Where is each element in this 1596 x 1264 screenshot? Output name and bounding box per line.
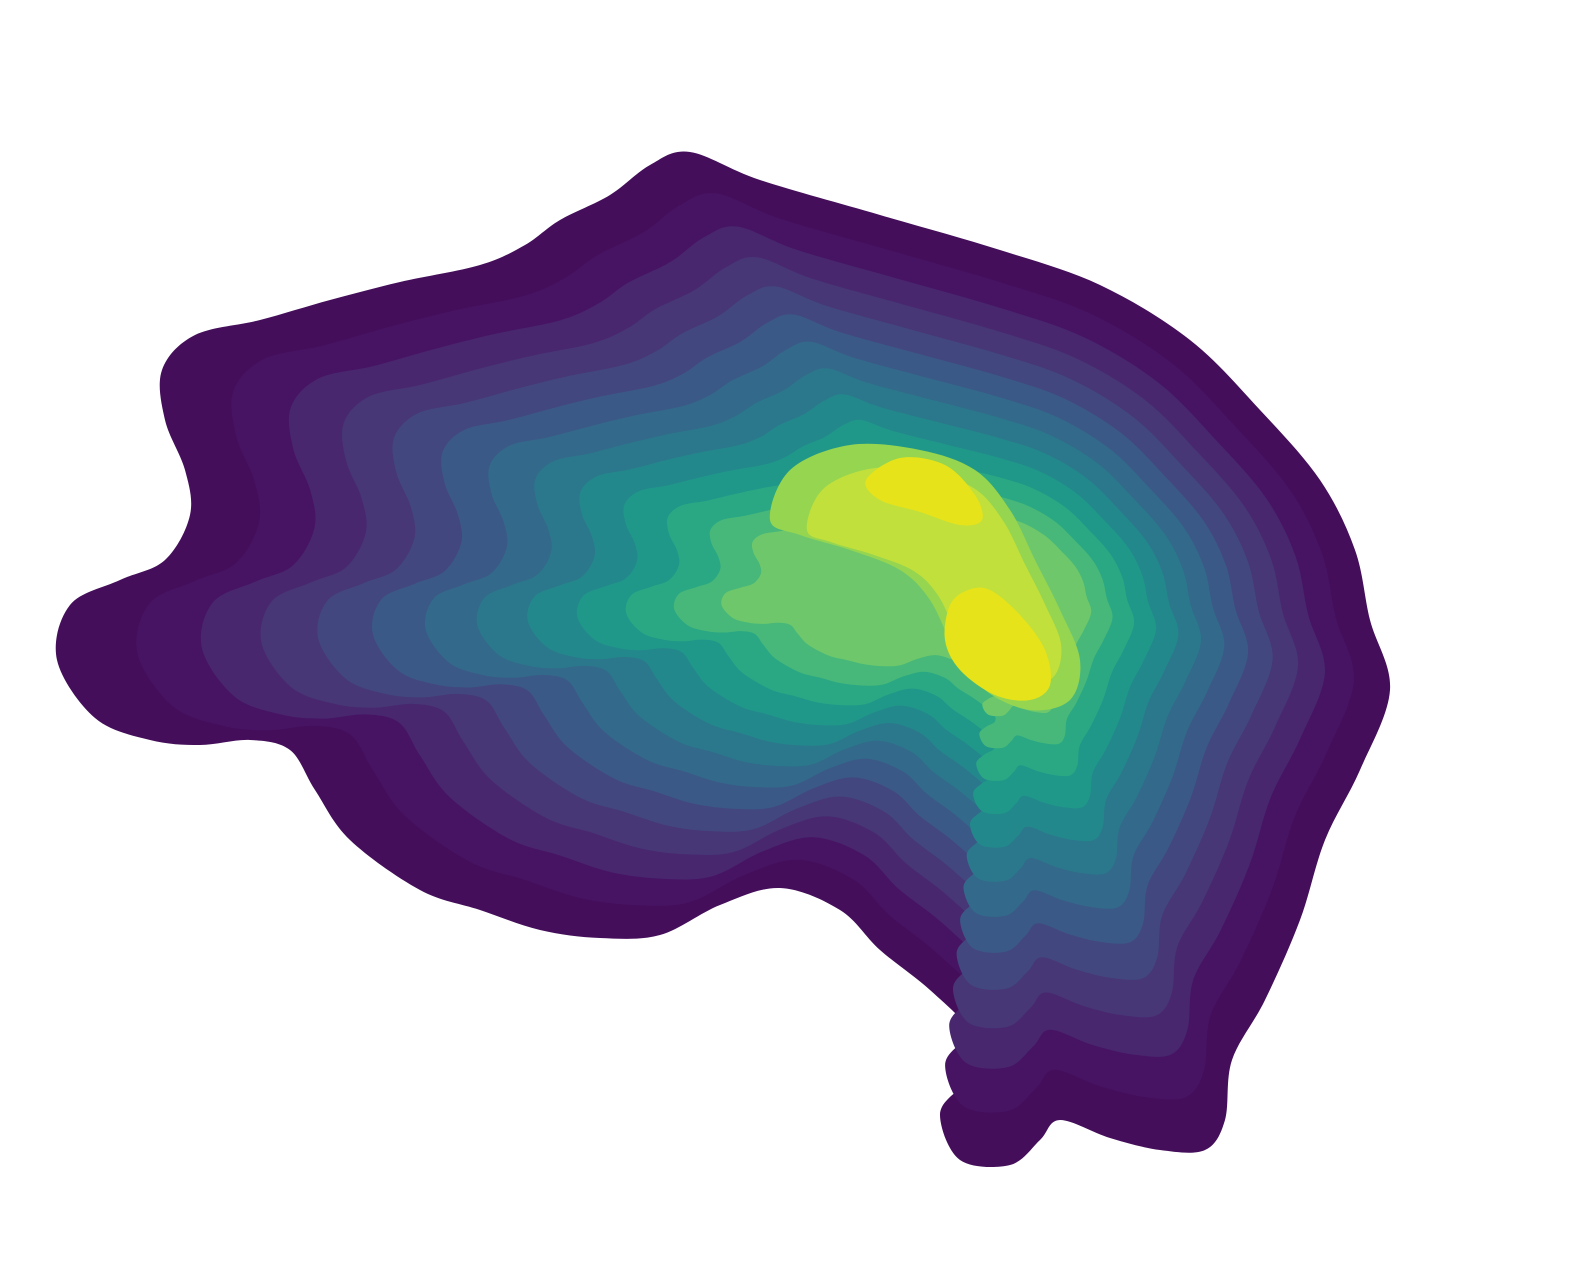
contour-lower-peak: [944, 587, 1051, 701]
contour-upper-peak: [865, 457, 983, 526]
contour-levels: [55, 151, 1391, 1168]
